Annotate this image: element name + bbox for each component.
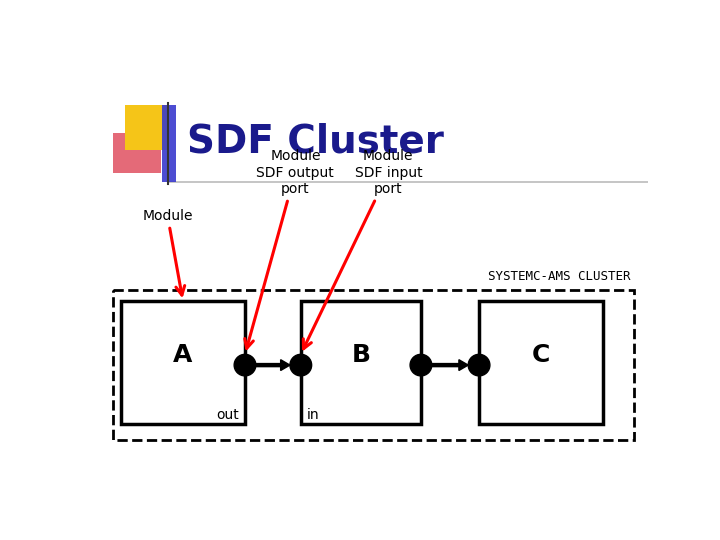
Circle shape xyxy=(234,354,256,376)
Bar xyxy=(162,105,176,182)
Bar xyxy=(121,301,245,424)
Text: SYSTEMC-AMS CLUSTER: SYSTEMC-AMS CLUSTER xyxy=(488,269,631,283)
Text: C: C xyxy=(532,343,550,367)
FancyArrow shape xyxy=(432,360,468,370)
Text: SDF Cluster: SDF Cluster xyxy=(187,123,444,161)
Bar xyxy=(479,301,603,424)
Bar xyxy=(113,289,634,440)
Text: Module: Module xyxy=(143,208,193,295)
Text: Module
SDF input
port: Module SDF input port xyxy=(303,149,422,349)
Bar xyxy=(113,132,161,173)
Circle shape xyxy=(290,354,312,376)
Text: out: out xyxy=(216,408,239,422)
FancyArrow shape xyxy=(256,360,290,370)
Circle shape xyxy=(410,354,432,376)
Text: Module
SDF output
port: Module SDF output port xyxy=(245,149,334,348)
Bar xyxy=(125,105,168,150)
Text: A: A xyxy=(174,343,193,367)
Text: B: B xyxy=(351,343,370,367)
Text: in: in xyxy=(307,408,320,422)
Circle shape xyxy=(468,354,490,376)
Bar xyxy=(301,301,421,424)
